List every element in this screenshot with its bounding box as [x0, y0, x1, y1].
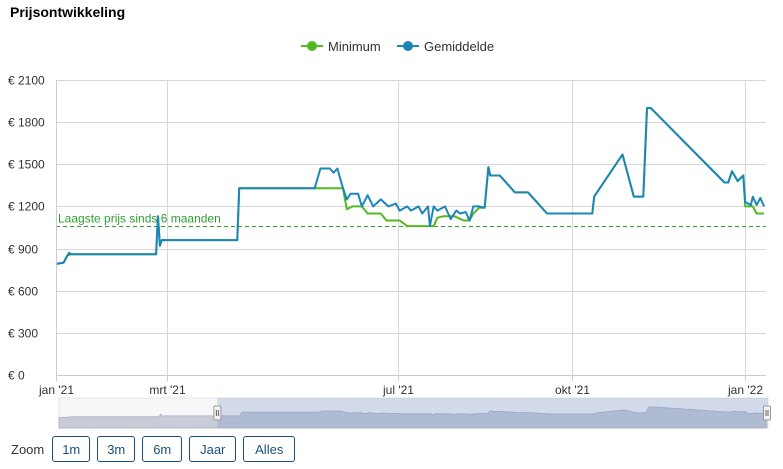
y-tick-label: € 300: [8, 327, 38, 341]
reference-line-label: Laagste prijs sinds 6 maanden: [58, 212, 221, 226]
navigator-selection[interactable]: [217, 398, 768, 428]
y-tick-label: € 900: [8, 243, 38, 257]
legend-marker-gemiddelde-icon: [397, 39, 419, 53]
y-tick-label: € 1800: [8, 116, 45, 130]
zoom-jaar-button[interactable]: Jaar: [189, 436, 237, 462]
legend-label-minimum: Minimum: [328, 38, 381, 54]
price-history-chart[interactable]: Laagste prijs sinds 6 maanden € 0€ 300€ …: [0, 0, 783, 436]
zoom-controls: Zoom 1m 3m 6m Jaar Alles: [11, 436, 302, 462]
chart-legend: Minimum Gemiddelde: [0, 36, 783, 56]
zoom-3m-button[interactable]: 3m: [97, 436, 136, 462]
page-title: Prijsontwikkeling: [10, 4, 126, 20]
y-tick-label: € 2100: [8, 74, 45, 88]
reference-line-layer: Laagste prijs sinds 6 maanden: [56, 212, 766, 227]
x-tick-label: okt '21: [555, 383, 590, 397]
zoom-6m-button[interactable]: 6m: [142, 436, 183, 462]
y-tick-label: € 0: [8, 369, 25, 383]
navigator-handle-right[interactable]: [763, 405, 771, 421]
legend-item-minimum[interactable]: Minimum: [301, 36, 381, 56]
legend-dot-gemiddelde: [403, 41, 413, 51]
x-tick-label: mrt '21: [149, 383, 186, 397]
legend-marker-minimum-icon: [301, 39, 323, 53]
legend-label-gemiddelde: Gemiddelde: [424, 38, 495, 54]
y-tick-label: € 600: [8, 285, 38, 299]
zoom-1m-button[interactable]: 1m: [52, 436, 91, 462]
series-line-gemiddelde: [55, 107, 766, 265]
y-tick-label: € 1500: [8, 158, 45, 172]
grid-layer: [56, 80, 766, 376]
legend-dot-minimum: [307, 41, 317, 51]
navigator[interactable]: [58, 397, 771, 429]
y-tick-label: € 1200: [8, 200, 45, 214]
legend-item-gemiddelde[interactable]: Gemiddelde: [397, 36, 494, 56]
zoom-alles-button[interactable]: Alles: [243, 436, 296, 462]
navigator-handle-left[interactable]: [213, 405, 222, 421]
x-tick-label: jan '22: [727, 383, 763, 397]
axis-layer: € 0 € 300 € 600 € 900 € 1200 € 1500 € 1800 € 21…: [8, 74, 766, 397]
zoom-label: Zoom: [11, 441, 45, 457]
series-layer: [55, 107, 766, 265]
x-tick-label: jul '21: [382, 383, 414, 397]
x-tick-label: jan '21: [38, 383, 74, 397]
navigator-series-area: [58, 406, 767, 429]
